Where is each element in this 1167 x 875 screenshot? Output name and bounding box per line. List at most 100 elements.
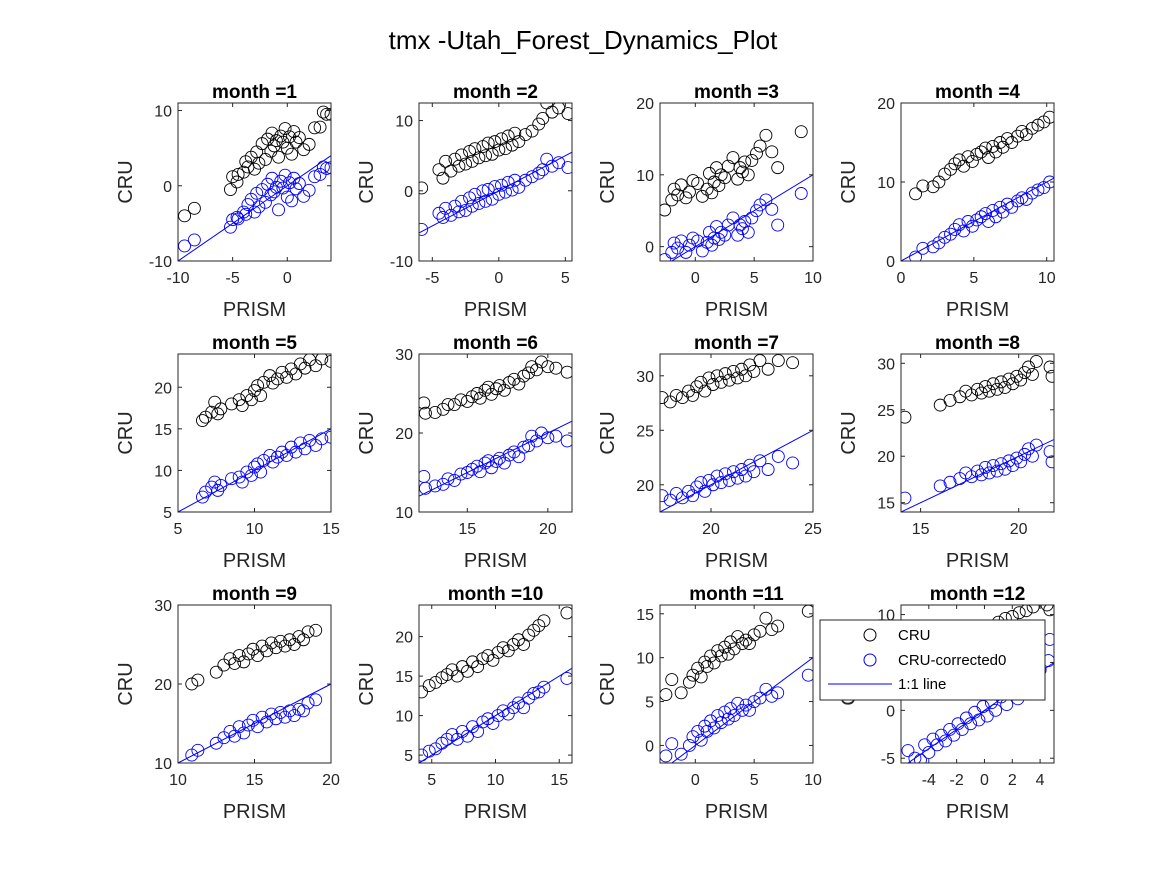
cru-corrected-point <box>508 173 522 187</box>
plot-area <box>901 103 1054 261</box>
cru-point <box>901 410 912 424</box>
subplot-month-6: 15 20 10 20 30 month =6 PRISM CRU <box>356 333 573 572</box>
x-axis-label: PRISM <box>223 550 286 572</box>
cru-corrected-series <box>660 449 800 507</box>
cru-point <box>308 121 322 135</box>
axes-box <box>177 102 332 262</box>
x-axis-label: PRISM <box>464 801 527 823</box>
axes-box <box>659 604 814 764</box>
cru-corrected-point <box>718 467 732 481</box>
cru-point <box>440 668 454 681</box>
cru-point <box>196 414 209 427</box>
cru-corrected-point <box>440 732 454 746</box>
cru-corrected-point <box>1006 459 1020 472</box>
cru-corrected-point <box>1014 455 1028 469</box>
y-tick-label: 10 <box>395 114 413 131</box>
cru-corrected-point <box>731 471 744 485</box>
cru-point <box>726 364 740 378</box>
cru-point <box>1043 110 1054 124</box>
cru-point <box>241 647 255 661</box>
cru-corrected-point <box>252 200 266 214</box>
cru-corrected-point <box>488 180 502 194</box>
y-tick-label: 10 <box>395 709 413 726</box>
cru-corrected-point <box>497 456 511 470</box>
cru-corrected-series <box>185 693 323 762</box>
cru-point <box>722 373 736 387</box>
cru-corrected-point <box>990 464 1004 478</box>
cru-point <box>254 389 268 403</box>
cru-point <box>771 354 785 367</box>
cru-point <box>674 686 688 700</box>
cru-corrected-point <box>741 225 755 239</box>
cru-point <box>495 132 508 146</box>
cru-point <box>965 155 979 168</box>
y-tick-label: 10 <box>636 168 654 185</box>
cru-point <box>324 107 331 121</box>
plot-contents <box>178 623 331 763</box>
cru-point <box>244 393 258 407</box>
legend: CRU CRU-corrected0 1:1 line <box>819 619 1046 701</box>
cru-point <box>674 178 688 192</box>
cru-corrected-point <box>682 484 696 498</box>
cru-corrected-point <box>525 429 539 443</box>
subplot-month-9: 10 15 20 10 20 30 month =9 PRISM CRU <box>115 584 340 823</box>
cru-corrected-point <box>560 434 572 448</box>
legend-corrected-marker <box>863 653 877 667</box>
x-axis-label: PRISM <box>705 550 768 572</box>
y-tick-label: -5 <box>881 751 895 768</box>
axes-box <box>418 102 573 262</box>
cru-corrected-point <box>986 203 1000 217</box>
cru-corrected-point <box>976 700 990 713</box>
subplot-title: month =4 <box>935 82 1020 103</box>
cru-corrected-point <box>419 222 429 236</box>
cru-point <box>280 370 294 384</box>
cru-point <box>560 606 572 620</box>
cru-corrected-point <box>753 454 767 468</box>
cru-point <box>690 380 704 394</box>
cru-corrected-point <box>292 177 306 190</box>
cru-point <box>561 107 572 120</box>
cru-point <box>269 641 283 655</box>
cru-corrected-point <box>1025 449 1039 463</box>
cru-point <box>1040 605 1054 612</box>
y-tick-label: 25 <box>877 403 895 420</box>
cru-corrected-point <box>214 478 228 492</box>
cru-corrected-point <box>278 168 292 182</box>
y-tick-label: 10 <box>154 104 172 121</box>
cru-point <box>1010 369 1024 383</box>
y-tick-label: 15 <box>395 669 413 686</box>
cru-point <box>292 131 306 145</box>
cru-corrected-point <box>436 211 450 224</box>
cru-corrected-point <box>1043 445 1054 459</box>
cru-series <box>185 623 323 691</box>
cru-corrected-point <box>272 203 285 217</box>
subplot-month-3: 0 5 10 0 10 20 month =3 PRISM CRU <box>597 82 822 321</box>
cru-point <box>525 124 539 138</box>
cru-point <box>982 384 996 398</box>
x-tick-label: 4 <box>1036 772 1045 789</box>
cru-point <box>669 388 683 402</box>
legend-entry-label: CRU <box>898 627 931 644</box>
cru-point <box>560 365 572 379</box>
cru-point <box>316 105 330 119</box>
cru-corrected-point <box>522 691 536 705</box>
cru-point <box>549 361 563 375</box>
cru-point <box>532 619 546 632</box>
cru-point <box>700 182 714 196</box>
cru-corrected-point <box>908 751 922 763</box>
x-axis-label: PRISM <box>946 550 1009 572</box>
cru-point <box>948 157 962 171</box>
cru-corrected-point <box>972 713 986 727</box>
cru-corrected-point <box>901 491 912 505</box>
plot-area <box>660 605 813 763</box>
subplot-month-7: 20 25 20 25 30 month =7 PRISM CRU <box>597 333 822 572</box>
cru-point <box>263 369 277 383</box>
cru-corrected-point <box>695 244 709 258</box>
cru-corrected-point <box>481 182 495 196</box>
cru-point <box>228 657 242 670</box>
cru-point <box>266 376 280 390</box>
cru-point <box>436 171 450 185</box>
y-axis-label: CRU <box>356 160 378 203</box>
cru-point <box>278 639 292 653</box>
cru-corrected-point <box>537 680 551 694</box>
